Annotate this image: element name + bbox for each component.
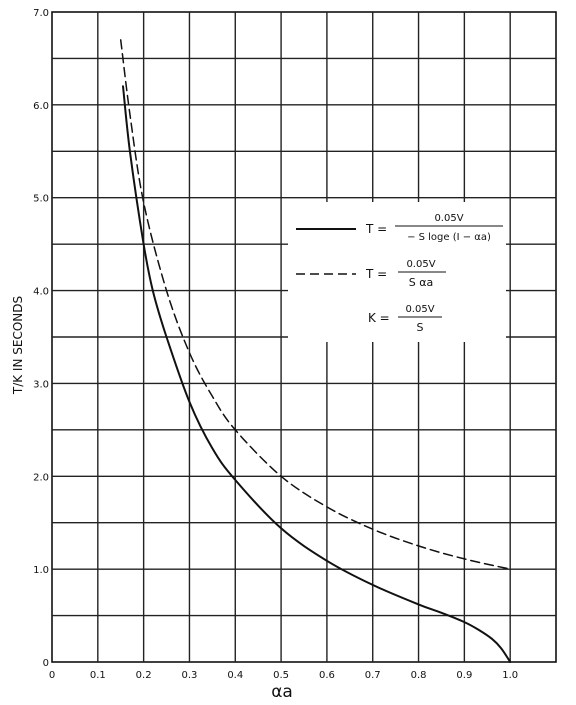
x-tick-label: 1.0 — [502, 670, 518, 681]
y-tick-label: 5.0 — [33, 194, 49, 205]
grid — [51, 11, 557, 663]
y-tick-label: 1.0 — [33, 565, 49, 576]
tick-labels: 0 0.1 0.2 0.3 0.4 0.5 0.6 0.7 0.8 0.9 1.0 0 1.0 2.0 3.… — [33, 8, 518, 681]
legend-dashed-numerator: 0.05V — [406, 259, 435, 270]
legend-solid-denominator: − S loge (I − αa) — [407, 232, 491, 243]
x-tick-label: 0.5 — [273, 670, 289, 681]
y-tick-label: 4.0 — [33, 287, 49, 298]
legend-k-lhs: K = — [368, 311, 390, 325]
legend-solid-lhs: T = — [365, 222, 387, 236]
y-axis-label: T/K IN SECONDS — [11, 296, 25, 395]
series-line-dashed — [119, 39, 511, 570]
legend-box — [288, 202, 506, 342]
x-tick-label: 0.4 — [227, 670, 243, 681]
x-tick-label: 0.2 — [136, 670, 152, 681]
y-tick-label: 7.0 — [33, 8, 49, 19]
y-tick-label: 3.0 — [33, 379, 49, 390]
legend-solid-numerator: 0.05V — [434, 213, 463, 224]
series-line-solid — [122, 85, 512, 663]
x-tick-label: 0.1 — [90, 670, 106, 681]
x-tick-label: 0.6 — [319, 670, 335, 681]
x-axis-label: αa — [271, 682, 293, 702]
legend-k-numerator: 0.05V — [405, 304, 434, 315]
legend-dashed-lhs: T = — [365, 267, 387, 281]
x-tick-label: 0.3 — [182, 670, 198, 681]
series-lines — [119, 39, 512, 663]
x-tick-label: 0.7 — [365, 670, 381, 681]
y-tick-label: 6.0 — [33, 101, 49, 112]
x-tick-label: 0.9 — [456, 670, 472, 681]
legend: T = 0.05V − S loge (I − αa) T = 0.05V S … — [288, 202, 506, 342]
legend-dashed-denominator: S αa — [409, 276, 433, 289]
y-tick-label: 0 — [43, 658, 49, 669]
y-tick-label: 2.0 — [33, 472, 49, 483]
x-tick-label: 0 — [49, 670, 55, 681]
x-tick-label: 0.8 — [411, 670, 427, 681]
legend-k-denominator: S — [417, 321, 424, 334]
